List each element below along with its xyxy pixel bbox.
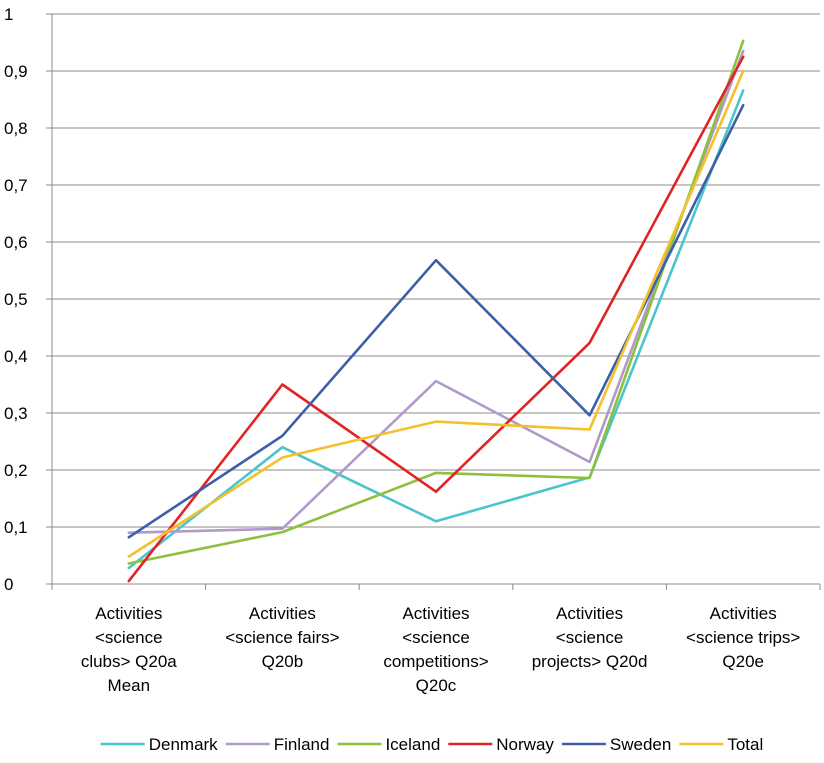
- x-tick-label: Activities <science projects> Q20d: [532, 604, 648, 671]
- x-tick-label: Activities <science clubs> Q20a Mean: [81, 604, 177, 695]
- y-tick-label: 1: [4, 5, 13, 24]
- x-tick-label: Activities <science fairs> Q20b: [225, 604, 339, 671]
- series-lines: [127, 39, 745, 583]
- x-axis: Activities <science clubs> Q20a Mean Activit…: [51, 583, 821, 695]
- x-tick-label: Activities <science competitions> Q20c: [383, 604, 488, 695]
- y-tick-label: 0,4: [4, 347, 28, 366]
- series-line-iceland: [127, 39, 745, 565]
- legend-label-finland: Finland: [274, 735, 330, 754]
- legend-label-iceland: Iceland: [385, 735, 440, 754]
- y-tick-label: 0,2: [4, 461, 28, 480]
- y-tick-label: 0,7: [4, 176, 28, 195]
- y-tick-label: 0,3: [4, 404, 28, 423]
- y-axis: 0 0,1 0,2 0,3 0,4 0,5 0,6 0,7 0,8 0,9 1: [4, 5, 53, 594]
- series-line-total: [127, 69, 745, 558]
- y-tick-label: 0,5: [4, 290, 28, 309]
- legend-label-denmark: Denmark: [149, 735, 218, 754]
- y-tick-label: 0,9: [4, 62, 28, 81]
- series-line-denmark: [127, 89, 745, 570]
- series-line-finland: [127, 49, 745, 535]
- legend: Denmark Finland Iceland Norway Sweden Total: [100, 735, 763, 754]
- y-tick-label: 0,8: [4, 119, 28, 138]
- x-tick-label: Activities <science trips> Q20e: [686, 604, 800, 671]
- y-tick-label: 0: [4, 575, 13, 594]
- y-tick-label: 0,1: [4, 518, 28, 537]
- legend-label-total: Total: [727, 735, 763, 754]
- legend-label-norway: Norway: [496, 735, 554, 754]
- y-tick-label: 0,6: [4, 233, 28, 252]
- series-line-norway: [127, 55, 745, 583]
- gridlines: [52, 13, 820, 528]
- legend-label-sweden: Sweden: [610, 735, 671, 754]
